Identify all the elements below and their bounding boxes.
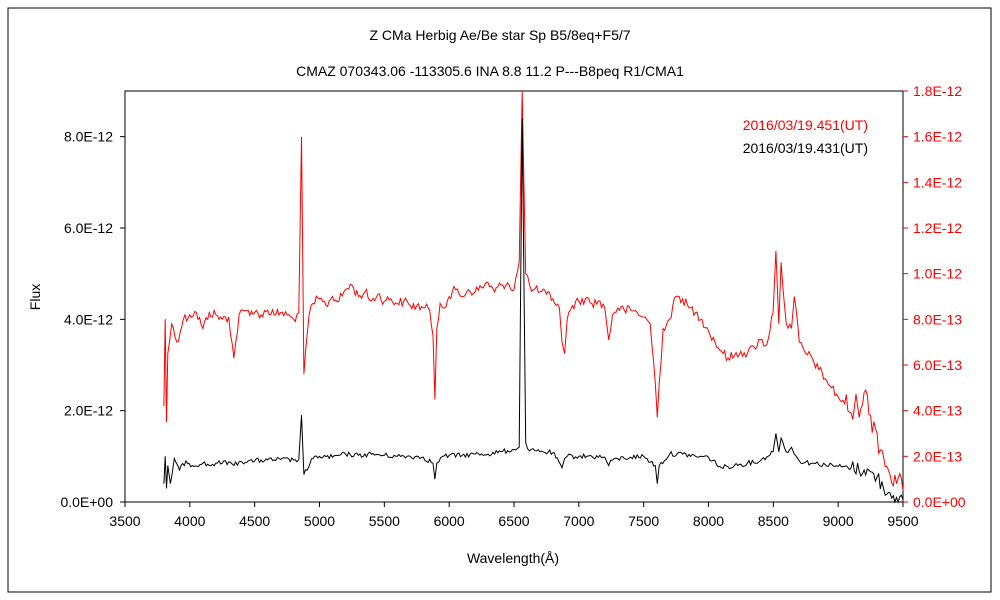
- legend-entry-red: 2016/03/19.451(UT): [743, 117, 868, 133]
- y-tick-label-right: 8.0E-13: [913, 311, 962, 327]
- legend-entry-black: 2016/03/19.431(UT): [743, 140, 868, 156]
- y-tick-label-right: 4.0E-13: [913, 403, 962, 419]
- x-tick-label: 8500: [758, 513, 789, 529]
- series-line-black: [163, 118, 904, 504]
- y-tick-label-right: 1.0E-12: [913, 266, 962, 282]
- y-tick-label-left: 8.0E-12: [64, 129, 113, 145]
- y-tick-label-right: 2.0E-13: [913, 448, 962, 464]
- x-tick-label: 7500: [628, 513, 659, 529]
- y-tick-label-left: 0.0E+00: [60, 494, 113, 510]
- x-tick-label: 5000: [304, 513, 335, 529]
- y-tick-label-right: 1.8E-12: [913, 83, 962, 99]
- y-tick-label-right: 0.0E+00: [913, 494, 966, 510]
- x-tick-label: 4500: [239, 513, 270, 529]
- x-tick-label: 8000: [693, 513, 724, 529]
- chart-title: Z CMa Herbig Ae/Be star Sp B5/8eq+F5/7: [369, 27, 630, 43]
- plot-area: 3500 4000 4500 5000 5500 6000 6500 7000 7500 8000…: [60, 83, 965, 529]
- x-tick-label: 4000: [174, 513, 205, 529]
- y-tick-label-right: 6.0E-13: [913, 357, 962, 373]
- x-tick-label: 9500: [887, 513, 918, 529]
- y-tick-label-left: 2.0E-12: [64, 403, 113, 419]
- y-tick-label-left: 6.0E-12: [64, 220, 113, 236]
- x-tick-label: 5500: [369, 513, 400, 529]
- y-tick-label-right: 1.6E-12: [913, 129, 962, 145]
- y-tick-label-right: 1.4E-12: [913, 174, 962, 190]
- y-tick-label-left: 4.0E-12: [64, 311, 113, 327]
- x-axis-label: Wavelength(Å): [467, 550, 559, 566]
- y-tick-label-right: 1.2E-12: [913, 220, 962, 236]
- x-tick-label: 9000: [823, 513, 854, 529]
- y-axis-label: Flux: [27, 284, 43, 310]
- x-tick-label: 6500: [498, 513, 529, 529]
- chart-subtitle: CMAZ 070343.06 -113305.6 INA 8.8 11.2 P-…: [296, 63, 684, 79]
- x-tick-label: 6000: [434, 513, 465, 529]
- outer-border: [7, 7, 992, 593]
- series-line-red: [163, 90, 904, 491]
- x-tick-label: 7000: [563, 513, 594, 529]
- x-tick-label: 3500: [109, 513, 140, 529]
